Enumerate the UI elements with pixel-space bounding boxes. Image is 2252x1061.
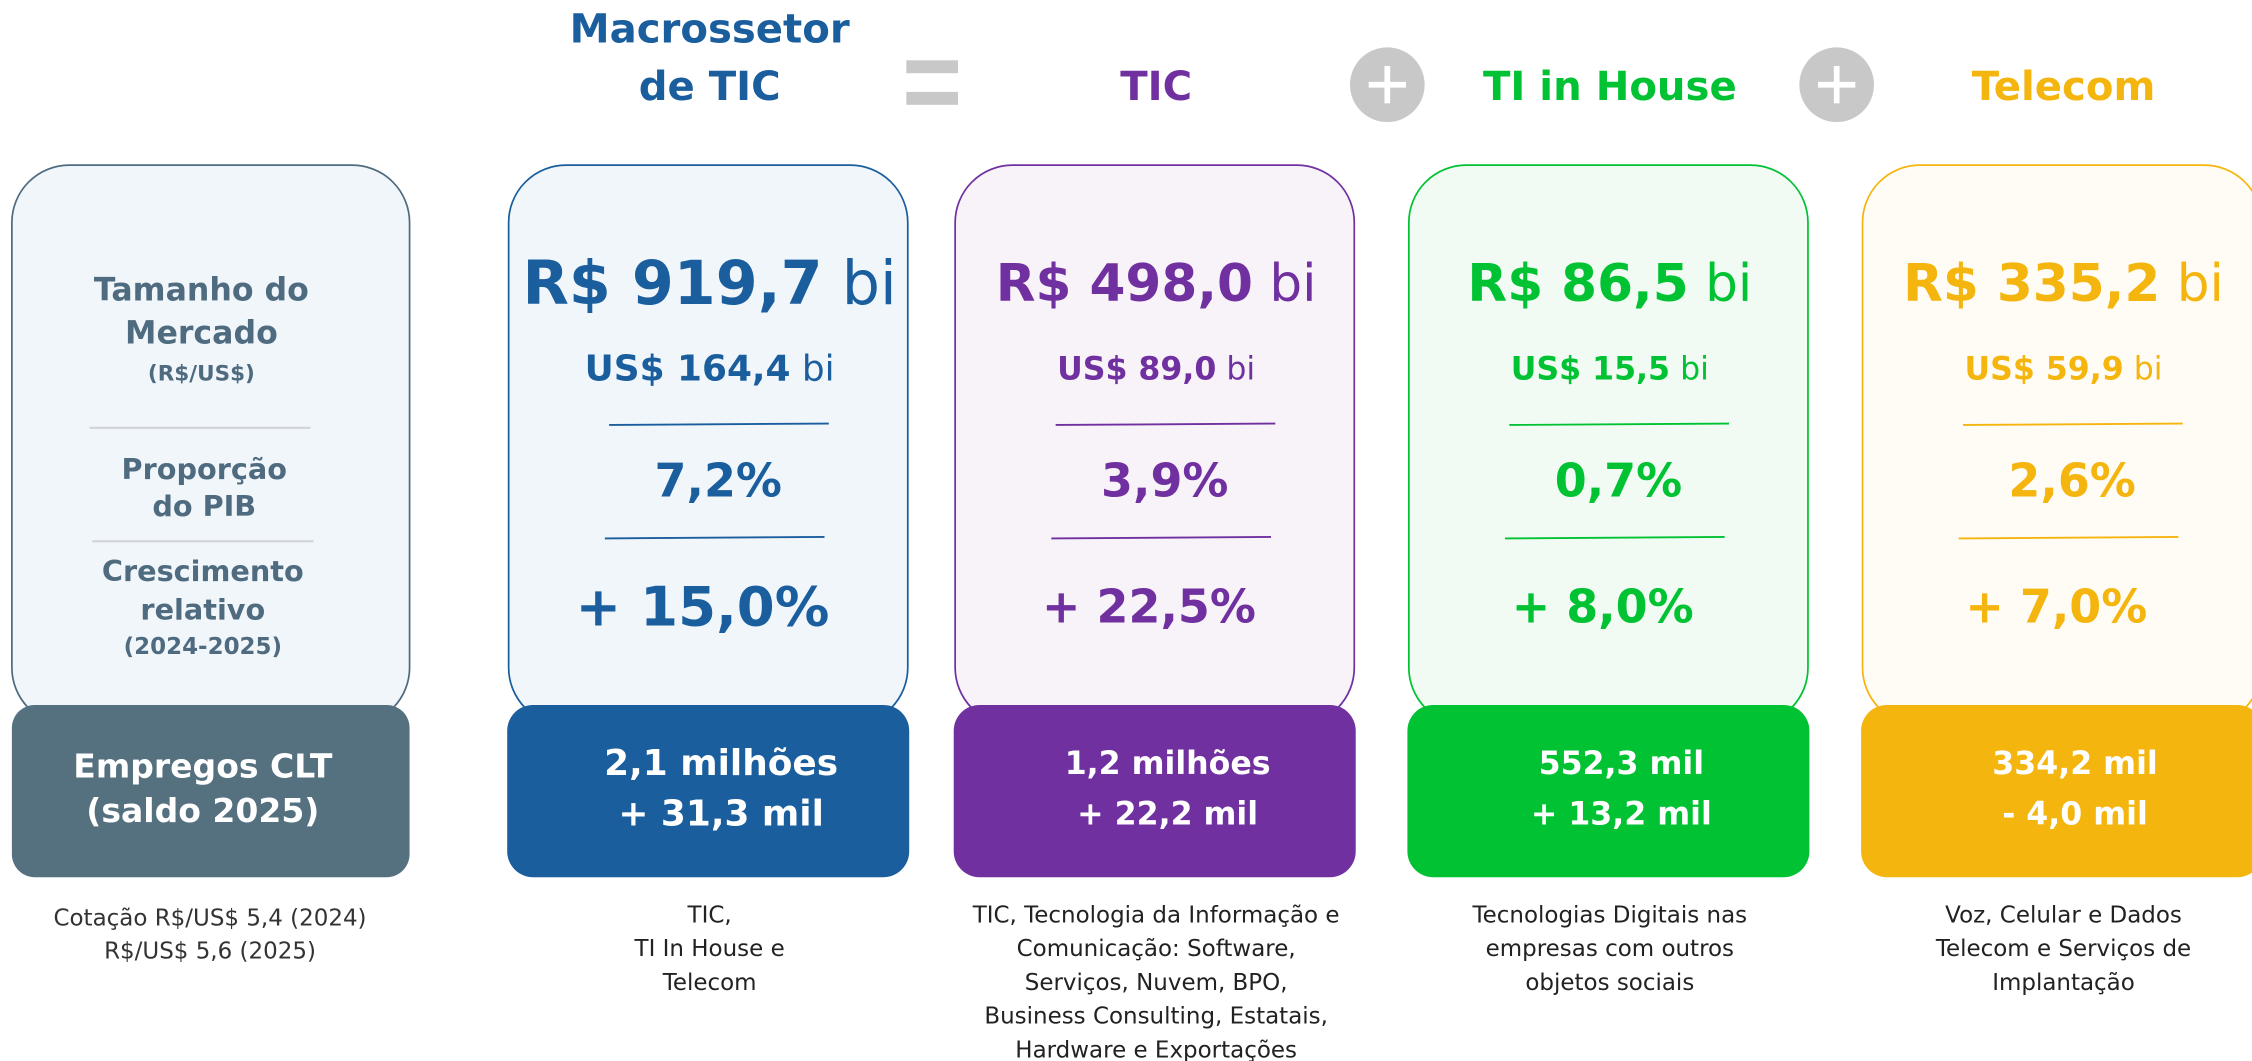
label-jobs: (saldo 2025) [86,791,319,830]
label-growth: Crescimento [102,554,304,588]
description: TI In House e [634,936,785,962]
market-brl-value: R$ 919,7 [522,249,822,319]
jobs-box [507,704,910,878]
label-growth: relativo [140,593,265,627]
divider [604,536,825,540]
market-brl-unit: bi [1705,254,1752,314]
plus-sign [1349,47,1425,123]
description: Business Consulting, Estatais, [984,1004,1328,1030]
jobs: 334,2 mil [1992,746,2157,782]
divider [1505,536,1725,540]
equals-sign [906,91,959,105]
market-brl-value: R$ 498,0 [996,254,1253,314]
market-usd-value: US$ 89,0 [1057,351,1216,387]
description: Telecom [662,970,757,996]
pib: 7,2% [655,453,782,507]
plus-sign [1799,47,1875,123]
jobs: + 31,3 mil [618,793,824,834]
market-brl: R$ 335,2 bi [1903,254,2224,314]
market-usd-unit: bi [2134,351,2163,387]
market-brl: R$ 498,0 bi [996,254,1317,314]
jobs: + 22,2 mil [1077,796,1258,832]
pib: 2,6% [2008,453,2135,507]
market-brl: R$ 86,5 bi [1467,254,1752,314]
market-usd-value: US$ 15,5 [1511,351,1670,387]
description: Tecnologias Digitais nas [1472,902,1748,928]
jobs: 552,3 mil [1539,746,1704,782]
card [954,164,1356,726]
label-jobs: Empregos CLT [73,747,333,786]
market-usd-value: US$ 164,4 [585,348,791,389]
growth: + 8,0% [1512,580,1694,634]
growth: + 15,0% [575,574,829,638]
description: Comunicação: Software, [1017,936,1296,962]
growth: + 7,0% [1965,580,2147,634]
label-market: Mercado [125,316,278,352]
divider [1055,422,1276,426]
description: Telecom e Serviços de [1935,936,2191,962]
label-pib: Proporção [122,452,287,486]
description: Implantação [1992,970,2135,996]
market-usd: US$ 164,4 bi [585,348,835,389]
label-market-unit: (R$/US$) [148,362,255,387]
label-growth-period: (2024-2025) [124,634,282,660]
description: empresas com outros [1486,936,1734,962]
jobs-box [1407,704,1810,878]
label-jobs-box [11,704,410,878]
equals-sign [906,60,959,74]
divider [1051,536,1272,540]
market-brl-unit: bi [842,249,897,319]
market-usd: US$ 89,0 bi [1057,351,1255,387]
column-title: Telecom [1972,64,2156,110]
description: TIC, Tecnologia da Informação e [972,902,1340,928]
jobs: + 13,2 mil [1531,796,1712,832]
market-brl-unit: bi [2177,254,2224,314]
market-brl-unit: bi [1269,254,1316,314]
card [1407,164,1809,726]
market-usd-unit: bi [1226,351,1255,387]
market-brl: R$ 919,7 bi [522,249,896,319]
note: R$/US$ 5,6 (2025) [104,938,316,964]
description: objetos sociais [1525,970,1694,996]
divider [1509,422,1730,426]
market-brl-value: R$ 335,2 [1903,254,2160,314]
description: Voz, Celular e Dados [1945,902,2182,928]
market-usd-value: US$ 59,9 [1964,351,2123,387]
column-title: TI in House [1483,64,1737,110]
jobs: 2,1 milhões [604,743,838,784]
jobs-box [1861,704,2252,878]
column-title: de TIC [639,64,781,110]
growth: + 22,5% [1042,580,1256,634]
description: Serviços, Nuvem, BPO, [1025,970,1288,996]
description: TIC, [687,902,732,928]
label-pib: do PIB [152,489,256,523]
market-usd: US$ 15,5 bi [1511,351,1709,387]
divider [1963,422,2183,426]
divider [609,422,829,426]
market-usd: US$ 59,9 bi [1964,351,2162,387]
description: Hardware e Exportações [1015,1037,1297,1061]
jobs: - 4,0 mil [2002,796,2148,832]
card [1861,164,2252,726]
column-title: Macrossetor [570,7,850,53]
jobs-box [953,704,1356,878]
column-title: TIC [1120,64,1192,110]
pib: 0,7% [1555,453,1682,507]
divider [1958,536,2179,540]
jobs: 1,2 milhões [1065,746,1271,782]
market-usd-unit: bi [1680,351,1709,387]
market-usd-unit: bi [802,348,835,389]
pib: 3,9% [1101,453,1228,507]
label-market: Tamanho do [94,272,309,308]
note: Cotação R$/US$ 5,4 (2024) [53,905,366,931]
market-brl-value: R$ 86,5 [1467,254,1688,314]
